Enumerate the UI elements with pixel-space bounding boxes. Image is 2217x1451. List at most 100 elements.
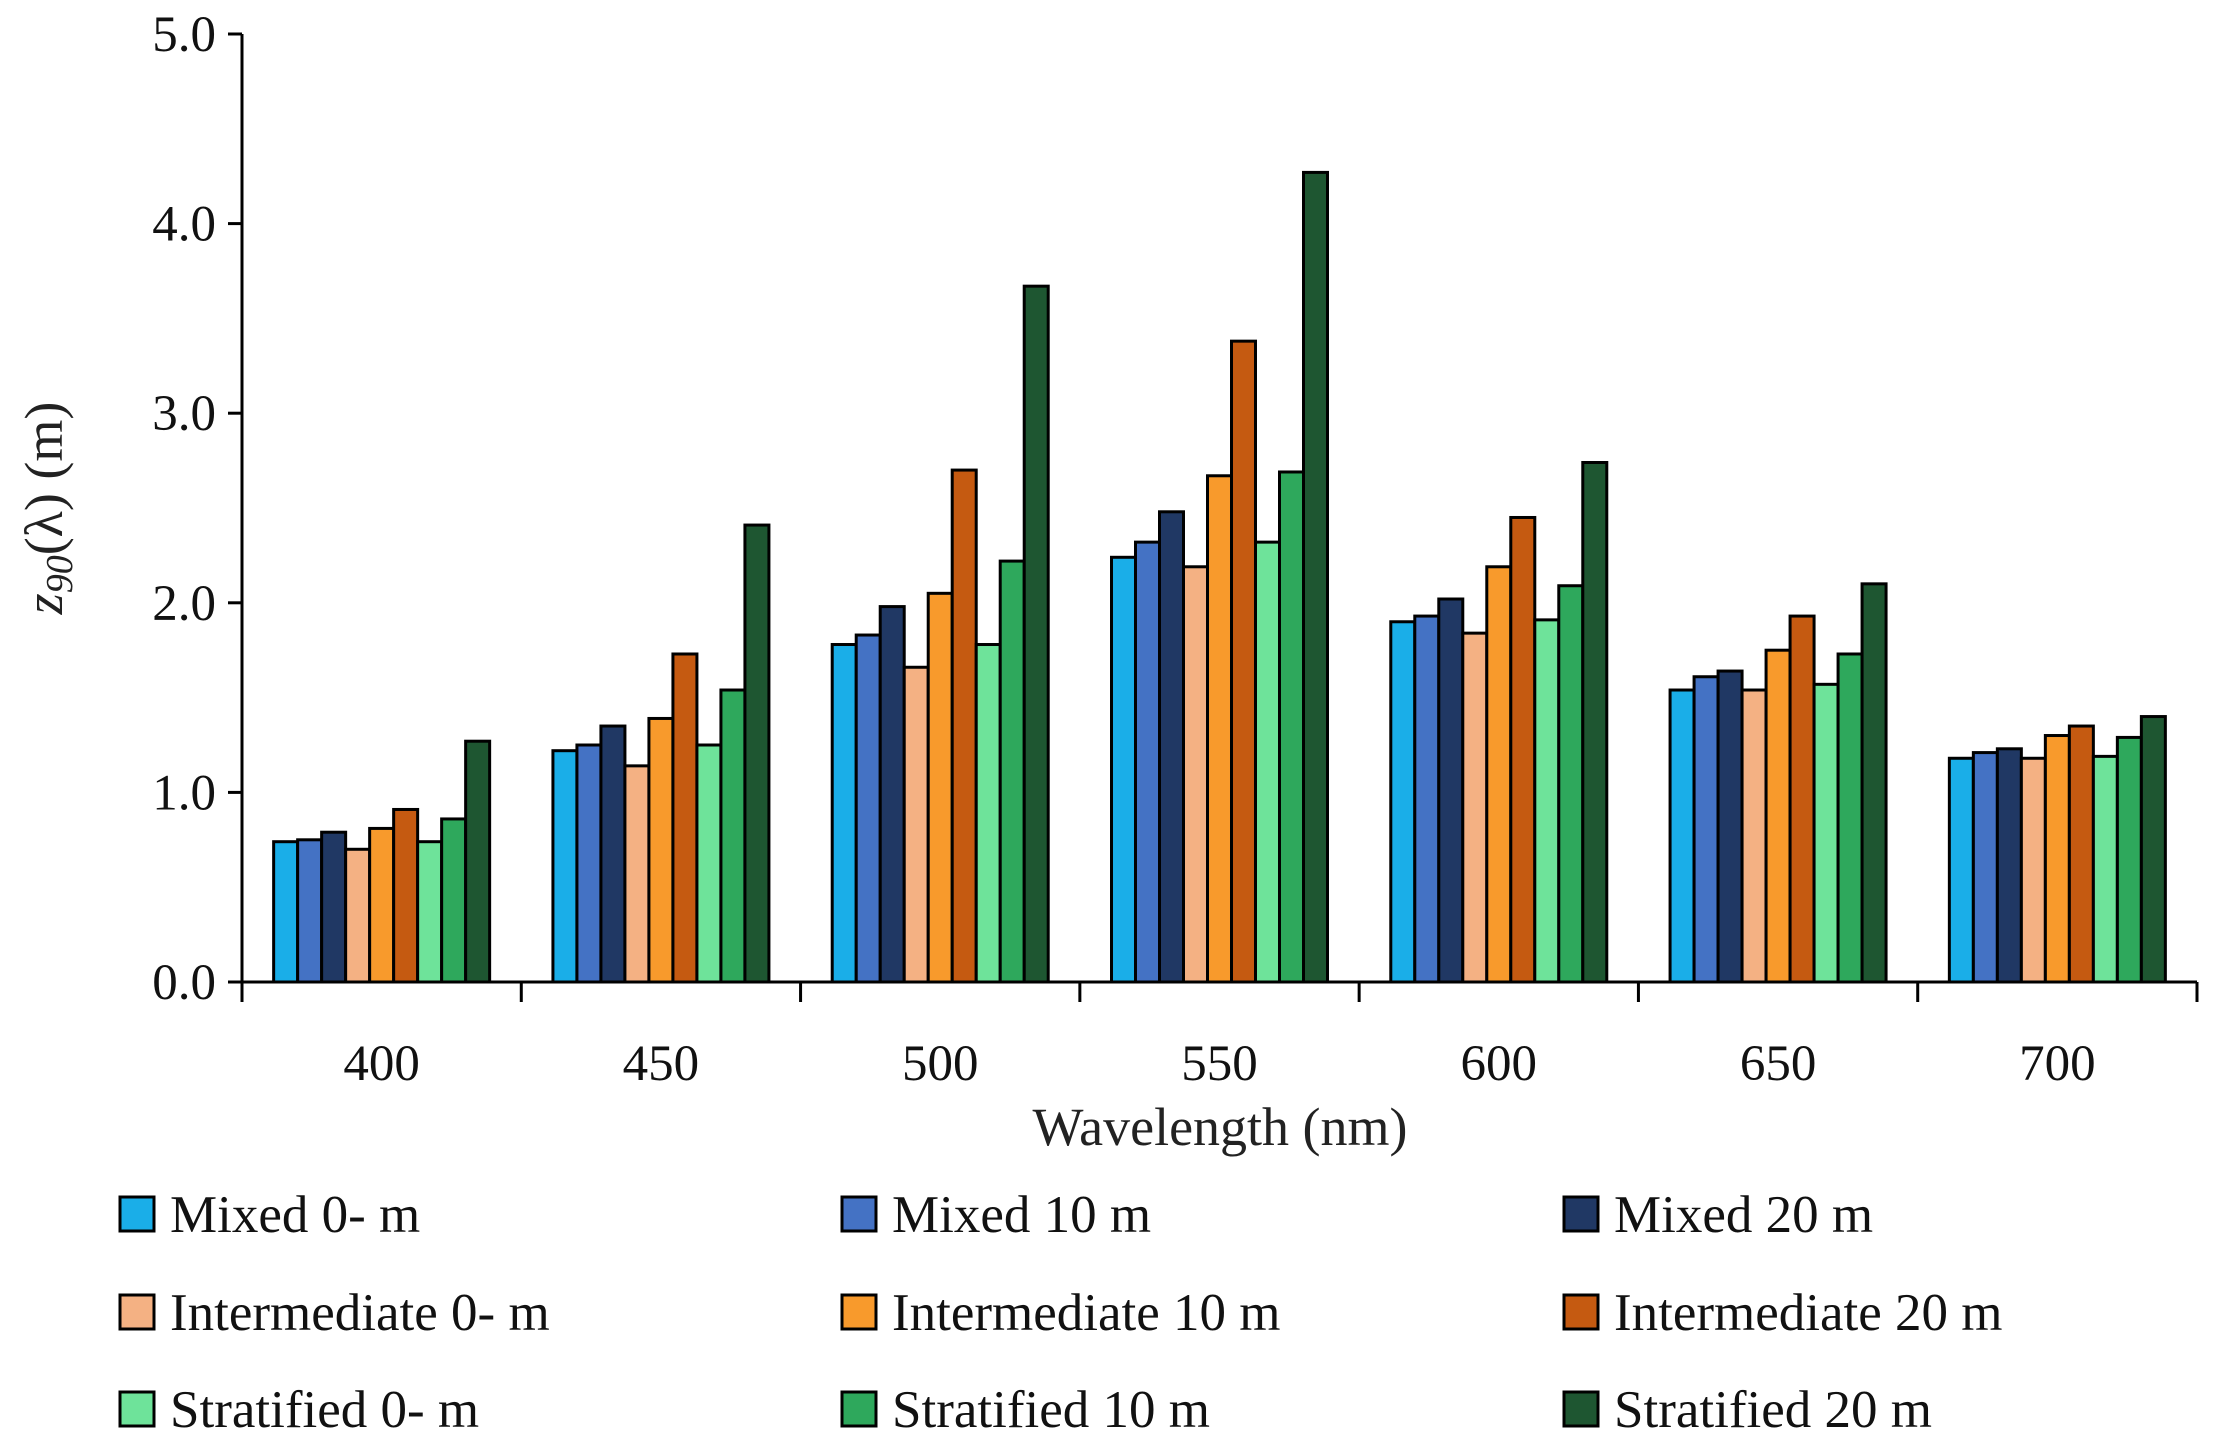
legend-item: Intermediate 20 m	[1562, 1284, 2003, 1342]
legend-swatch	[118, 1293, 156, 1331]
legend-item: Intermediate 10 m	[840, 1284, 1281, 1342]
legend-label: Stratified 0- m	[170, 1381, 479, 1439]
bar-600-8	[1581, 460, 1609, 984]
x-axis-label: Wavelength (nm)	[1032, 1097, 1407, 1157]
bar-450-5	[671, 652, 699, 984]
bar-500-1	[854, 633, 882, 984]
legend-swatch	[1562, 1293, 1600, 1331]
legend-swatch	[840, 1293, 878, 1331]
bar-500-5	[950, 468, 978, 984]
legend-label: Mixed 0- m	[170, 1186, 420, 1244]
bar-550-5	[1230, 339, 1257, 984]
bar-400-2	[320, 830, 348, 984]
y-tick-label: 4.0	[152, 197, 216, 253]
bar-700-0	[1947, 756, 1975, 984]
bar-550-3	[1182, 565, 1209, 984]
bar-600-6	[1533, 618, 1561, 984]
bar-650-0	[1668, 688, 1696, 984]
bar-450-6	[695, 743, 723, 984]
x-tick-label: 550	[1181, 1036, 1258, 1092]
bar-500-8	[1022, 284, 1050, 984]
x-tick-label: 700	[2019, 1036, 2096, 1092]
bar-700-3	[2019, 756, 2047, 984]
axes-layer: 400 450 500 550 600 650 700 0.0 1.0 2.0 3.0 4.0 5.0	[152, 7, 2199, 1092]
bar-400-8	[464, 739, 492, 984]
legend-swatch	[118, 1195, 156, 1233]
x-tick-label: 600	[1461, 1036, 1538, 1092]
bar-500-6	[974, 643, 1002, 984]
y-tick-label: 2.0	[152, 576, 216, 632]
legend-item: Stratified 10 m	[840, 1381, 1210, 1439]
bar-650-8	[1860, 582, 1888, 984]
legend-item: Mixed 20 m	[1562, 1186, 1873, 1244]
legend-swatch	[840, 1390, 878, 1428]
bar-550-0	[1110, 555, 1137, 984]
bar-400-7	[440, 817, 468, 984]
bars-layer	[272, 170, 2167, 984]
legend-item: Intermediate 0- m	[118, 1284, 550, 1342]
bar-450-8	[743, 523, 771, 984]
legend-swatch	[118, 1390, 156, 1428]
bar-500-0	[830, 643, 858, 984]
bar-400-1	[296, 838, 324, 984]
bar-700-4	[2043, 734, 2071, 984]
bar-700-6	[2091, 754, 2119, 984]
bar-550-4	[1206, 474, 1233, 984]
bar-650-6	[1812, 682, 1840, 984]
bar-500-4	[926, 591, 954, 984]
legend-label: Mixed 10 m	[892, 1186, 1151, 1244]
bar-700-2	[1995, 747, 2023, 984]
x-tick-label: 450	[623, 1036, 700, 1092]
legend-item: Mixed 0- m	[118, 1186, 420, 1244]
bar-500-7	[998, 559, 1026, 984]
legend-label: Intermediate 0- m	[170, 1284, 550, 1342]
bar-450-7	[719, 688, 747, 984]
legend-label: Intermediate 10 m	[892, 1284, 1281, 1342]
bar-650-2	[1716, 669, 1744, 984]
bar-500-2	[878, 605, 906, 984]
bar-400-6	[416, 840, 444, 984]
y-tick-label: 1.0	[152, 765, 216, 821]
legend-label: Mixed 20 m	[1614, 1186, 1873, 1244]
bar-650-4	[1764, 648, 1792, 984]
y-tick-label: 0.0	[152, 955, 216, 1011]
legend-label: Stratified 10 m	[892, 1381, 1210, 1439]
legend-item: Stratified 0- m	[118, 1381, 479, 1439]
legend-swatch	[1562, 1390, 1600, 1428]
bar-450-4	[647, 716, 675, 984]
bar-400-0	[272, 840, 300, 984]
bar-650-1	[1692, 675, 1720, 984]
bar-550-7	[1278, 470, 1305, 984]
x-tick-label: 500	[902, 1036, 979, 1092]
bar-700-8	[2139, 715, 2167, 984]
bar-600-1	[1413, 614, 1441, 984]
bar-550-2	[1158, 510, 1185, 984]
bar-450-3	[623, 764, 651, 984]
bar-450-2	[599, 724, 627, 984]
bar-600-2	[1437, 597, 1465, 984]
bar-600-5	[1509, 515, 1537, 984]
y-axis-label: z90(λ) (m)	[14, 402, 81, 616]
legend: Mixed 0- m Mixed 10 m Mixed 20 m Intermedia…	[118, 1186, 2003, 1439]
legend-label: Stratified 20 m	[1614, 1381, 1932, 1439]
legend-swatch	[1562, 1195, 1600, 1233]
bar-400-3	[344, 847, 372, 984]
bar-500-3	[902, 665, 930, 984]
bar-650-3	[1740, 688, 1768, 984]
bar-450-0	[551, 749, 579, 984]
bar-550-6	[1254, 540, 1281, 984]
bar-550-1	[1134, 540, 1161, 984]
bar-700-7	[2115, 735, 2143, 984]
legend-item: Mixed 10 m	[840, 1186, 1151, 1244]
bar-600-4	[1485, 565, 1513, 984]
bar-700-5	[2067, 724, 2095, 984]
bar-600-3	[1461, 631, 1489, 984]
bar-600-7	[1557, 584, 1585, 984]
bar-650-7	[1836, 652, 1864, 984]
x-tick-label: 650	[1740, 1036, 1817, 1092]
bar-450-1	[575, 743, 603, 984]
bar-400-5	[392, 807, 420, 984]
bar-550-8	[1302, 170, 1329, 984]
bar-600-0	[1389, 620, 1417, 984]
